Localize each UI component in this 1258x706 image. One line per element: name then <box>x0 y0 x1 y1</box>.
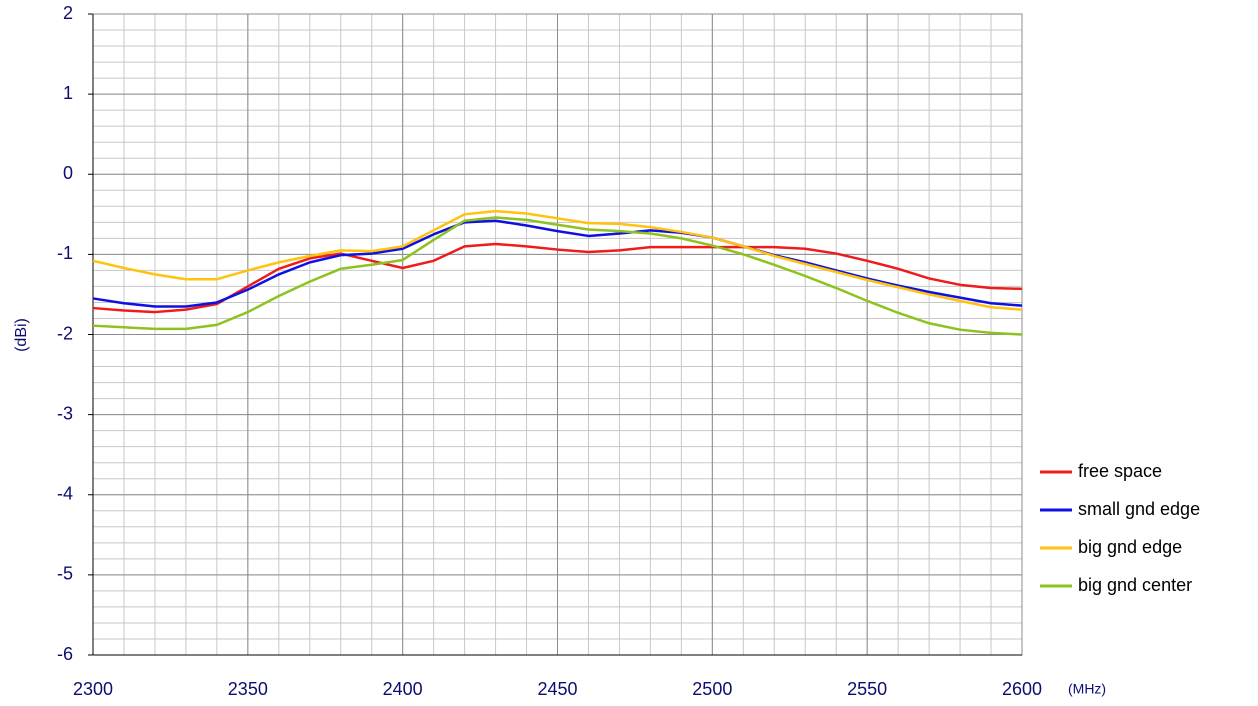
series-line <box>92 219 1023 308</box>
y-tick-label: -2 <box>57 323 73 343</box>
x-tick-label: 2550 <box>847 679 887 699</box>
x-tick-label: 2450 <box>537 679 577 699</box>
y-tick-label: -1 <box>57 243 73 263</box>
y-axis-label: (dBi) <box>13 318 30 352</box>
legend-label: big gnd center <box>1078 575 1192 595</box>
y-tick-label: -6 <box>57 644 73 664</box>
y-tick-label: -3 <box>57 403 73 423</box>
x-tick-label: 2300 <box>73 679 113 699</box>
x-tick-label: 2600 <box>1002 679 1042 699</box>
y-tick-label: -5 <box>57 564 73 584</box>
series-line <box>92 216 1023 336</box>
x-tick-label: 2350 <box>228 679 268 699</box>
x-tick-label: 2400 <box>383 679 423 699</box>
legend-label: small gnd edge <box>1078 499 1200 519</box>
y-tick-label: 0 <box>63 163 73 183</box>
y-tick-label: 1 <box>63 83 73 103</box>
y-tick-label: -4 <box>57 484 73 504</box>
series-line <box>92 242 1023 314</box>
x-tick-label: 2500 <box>692 679 732 699</box>
legend-label: free space <box>1078 461 1162 481</box>
legend-label: big gnd edge <box>1078 537 1182 557</box>
x-axis-label: (MHz) <box>1068 681 1106 697</box>
series-line <box>92 209 1023 311</box>
y-tick-label: 2 <box>63 3 73 23</box>
